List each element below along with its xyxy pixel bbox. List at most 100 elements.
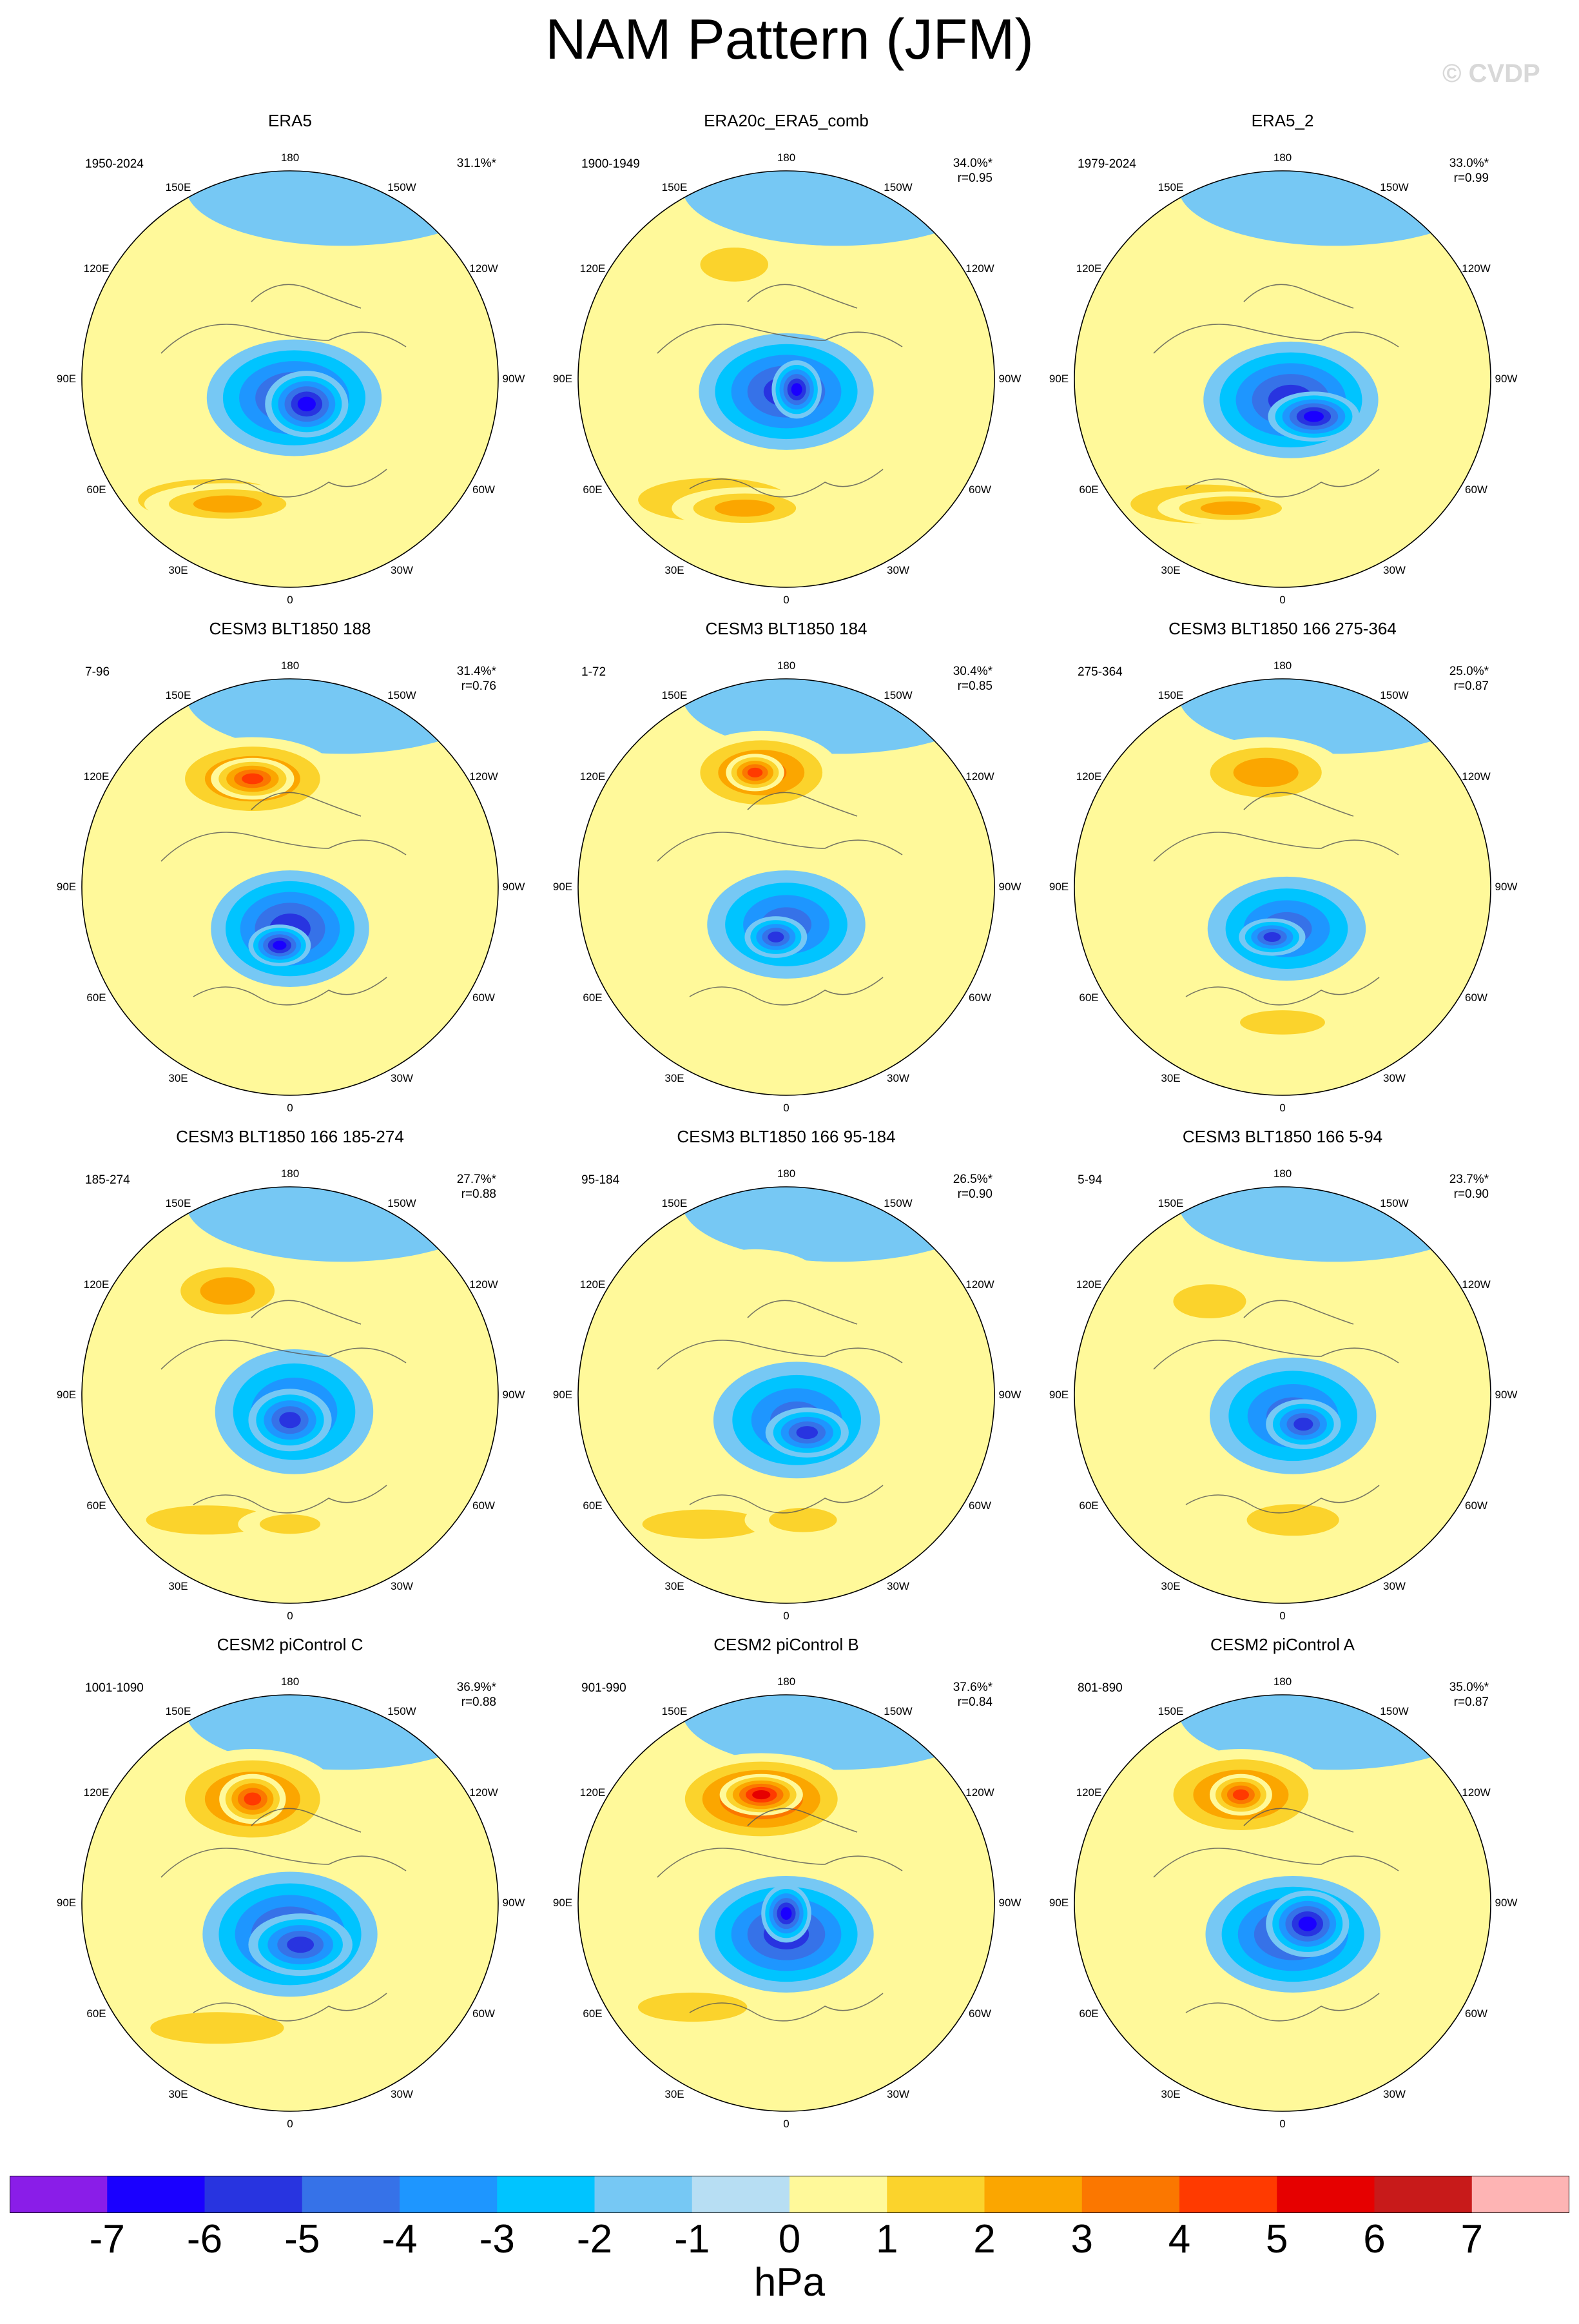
contour-region bbox=[752, 1790, 771, 1800]
colorbar-swatch bbox=[1179, 2176, 1277, 2213]
pattern-correlation: r=0.88 bbox=[461, 1187, 496, 1201]
longitude-label: 30E bbox=[168, 1072, 188, 1085]
longitude-label: 0 bbox=[783, 1610, 790, 1622]
longitude-label: 150W bbox=[387, 1704, 416, 1717]
panel-stats: 35.0%* r=0.87 bbox=[1449, 1680, 1489, 1710]
longitude-label: 150E bbox=[661, 1196, 688, 1209]
longitude-label: 30E bbox=[1161, 564, 1181, 577]
longitude-label: 60W bbox=[1465, 483, 1487, 496]
colorbar-tick-label: 5 bbox=[1266, 2217, 1288, 2261]
coastlines bbox=[657, 1300, 903, 1514]
map-boundary bbox=[81, 678, 499, 1096]
longitude-label: 30E bbox=[1161, 1072, 1181, 1085]
percent-variance: 35.0%* bbox=[1449, 1681, 1489, 1694]
longitude-label: 120E bbox=[83, 1786, 110, 1799]
longitude-label: 120W bbox=[965, 1786, 994, 1799]
longitude-label: 0 bbox=[1279, 2118, 1286, 2130]
longitude-label: 150E bbox=[1158, 1196, 1184, 1209]
longitude-label: 150E bbox=[165, 1704, 191, 1717]
colorbar-swatch bbox=[107, 2176, 205, 2213]
longitude-label: 60E bbox=[583, 991, 603, 1004]
contour-region bbox=[747, 767, 763, 777]
polar-map bbox=[81, 170, 499, 588]
polar-map bbox=[577, 678, 995, 1096]
longitude-label: 90E bbox=[56, 1389, 77, 1401]
longitude-label: 60W bbox=[969, 483, 991, 496]
longitude-label: 60E bbox=[583, 483, 603, 496]
colorbar-tick-label: -2 bbox=[576, 2217, 613, 2261]
longitude-label: 120W bbox=[1462, 1786, 1491, 1799]
coastlines bbox=[1153, 792, 1399, 1006]
longitude-label: 120W bbox=[469, 1786, 498, 1799]
panel-years: 901-990 bbox=[581, 1681, 626, 1695]
contour-region bbox=[1178, 171, 1491, 246]
longitude-label: 60W bbox=[1465, 2007, 1487, 2020]
panel-stats: 26.5%* r=0.90 bbox=[953, 1172, 993, 1202]
panel-stats: 27.7%* r=0.88 bbox=[457, 1172, 496, 1202]
longitude-label: 120E bbox=[579, 770, 606, 783]
longitude-label: 150W bbox=[1380, 181, 1409, 193]
longitude-label: 90W bbox=[998, 373, 1022, 385]
longitude-label: 30E bbox=[168, 1580, 188, 1593]
longitude-label: 150E bbox=[661, 1704, 688, 1717]
longitude-label: 90E bbox=[1049, 373, 1069, 385]
longitude-label: 90W bbox=[998, 1389, 1022, 1401]
coastlines bbox=[1153, 284, 1399, 498]
contour-region bbox=[1128, 920, 1187, 971]
pattern-correlation: r=0.90 bbox=[957, 1187, 993, 1201]
panel-years: 275-364 bbox=[1078, 665, 1123, 679]
contour-region bbox=[259, 1514, 321, 1534]
longitude-label: 150E bbox=[1158, 688, 1184, 701]
panel-stats: 23.7%* r=0.90 bbox=[1449, 1172, 1489, 1202]
contour-region bbox=[186, 1187, 498, 1262]
longitude-label: 0 bbox=[783, 594, 790, 606]
contour-region bbox=[780, 1907, 792, 1920]
contour-region bbox=[791, 383, 802, 396]
longitude-label: 0 bbox=[287, 1102, 293, 1114]
longitude-label: 90W bbox=[998, 881, 1022, 893]
longitude-label: 30E bbox=[664, 564, 684, 577]
colorbar-tick-label: -7 bbox=[89, 2217, 125, 2261]
longitude-label: 120E bbox=[579, 1786, 606, 1799]
map-boundary bbox=[81, 170, 499, 588]
longitude-label: 30E bbox=[1161, 2088, 1181, 2101]
contour-region bbox=[1216, 254, 1308, 296]
colorbar-swatch bbox=[692, 2176, 790, 2213]
colorbar-swatch bbox=[790, 2176, 887, 2213]
map-panel: ERA5 1950-2024 31.1%* 180 150E 120E 90E 60E 30E 0… bbox=[26, 111, 554, 620]
coastlines bbox=[1153, 1808, 1399, 2022]
longitude-label: 60E bbox=[86, 2007, 106, 2020]
panel-title: ERA5 bbox=[268, 111, 312, 130]
longitude-label: 150W bbox=[884, 688, 913, 701]
longitude-label: 150W bbox=[1380, 1704, 1409, 1717]
pattern-correlation: r=0.87 bbox=[1453, 679, 1489, 693]
contour-layer bbox=[1074, 1695, 1491, 2111]
contour-region bbox=[102, 976, 290, 1027]
colorbar-swatch bbox=[1374, 2176, 1473, 2213]
contour-region bbox=[244, 1792, 262, 1806]
longitude-label: 0 bbox=[1279, 1102, 1286, 1114]
contour-layer bbox=[578, 1187, 994, 1603]
longitude-label: 180 bbox=[1273, 1167, 1292, 1180]
panel-title: CESM3 BLT1850 166 275-364 bbox=[1168, 619, 1397, 638]
contour-region bbox=[1303, 411, 1324, 422]
longitude-label: 120W bbox=[1462, 770, 1491, 783]
colorbar bbox=[10, 2176, 1569, 2213]
colorbar-tick-label: 7 bbox=[1460, 2217, 1483, 2261]
pattern-correlation: r=0.90 bbox=[1453, 1187, 1489, 1201]
coastlines bbox=[657, 284, 903, 498]
contour-region bbox=[279, 1412, 301, 1429]
panel-years: 95-184 bbox=[581, 1173, 620, 1187]
longitude-label: 60W bbox=[472, 1499, 495, 1512]
colorbar-swatch bbox=[1277, 2176, 1375, 2213]
map-boundary bbox=[577, 678, 995, 1096]
longitude-label: 0 bbox=[287, 1610, 293, 1622]
contour-layer bbox=[578, 679, 994, 1095]
percent-variance: 31.1%* bbox=[456, 157, 496, 170]
polar-map bbox=[577, 1186, 995, 1604]
colorbar-tick-label: 6 bbox=[1363, 2217, 1386, 2261]
longitude-label: 60W bbox=[969, 1499, 991, 1512]
longitude-label: 60E bbox=[1079, 2007, 1099, 2020]
percent-variance: 31.4%* bbox=[456, 665, 496, 678]
polar-map bbox=[1074, 1186, 1491, 1604]
